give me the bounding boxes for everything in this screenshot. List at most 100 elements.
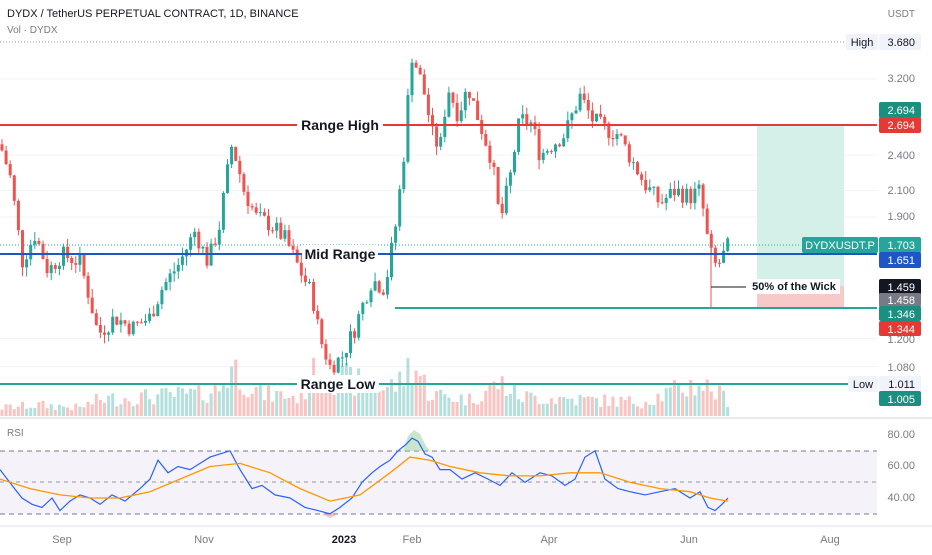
- wick-label-bg: [748, 279, 840, 294]
- volume-bar: [525, 391, 529, 416]
- candle-body: [246, 191, 250, 206]
- candle-body: [508, 172, 512, 186]
- volume-bar: [554, 403, 557, 416]
- volume-bar: [590, 396, 594, 416]
- rsi-line: [0, 437, 729, 515]
- volume-bar: [135, 404, 139, 416]
- high-tag: High: [851, 37, 874, 49]
- rsi-lines: [0, 437, 729, 515]
- volume-bar: [640, 408, 644, 416]
- candle-body: [406, 95, 410, 162]
- candle-body: [86, 275, 90, 298]
- candle-body: [648, 187, 652, 191]
- range-low-label: Range Low: [301, 376, 376, 392]
- high-tag-badge: [846, 34, 878, 50]
- volume-bar: [242, 394, 246, 416]
- wick-low-price: 1.458: [887, 295, 915, 307]
- range-low-badge: [879, 391, 921, 406]
- volume-bar: [217, 391, 221, 416]
- candle-body: [652, 186, 656, 188]
- volume-bar: [275, 391, 279, 416]
- volume-bar: [291, 395, 295, 416]
- price-tick: 2.100: [887, 185, 915, 197]
- wick-low-badge: [879, 293, 921, 307]
- rsi-label: RSI: [7, 428, 24, 439]
- candle-body: [488, 145, 492, 163]
- candle-body: [25, 259, 29, 268]
- volume-bar: [12, 409, 16, 416]
- candle-body: [476, 100, 480, 121]
- candle-body: [164, 282, 168, 290]
- volume-bar: [488, 383, 492, 416]
- target-price: 2.694: [887, 105, 915, 117]
- volume-bar: [570, 398, 574, 416]
- candle-body: [295, 249, 299, 263]
- long-position-target-zone[interactable]: [757, 126, 844, 286]
- volume-bar: [246, 397, 250, 416]
- candle-body: [16, 200, 20, 231]
- volume-bar: [226, 387, 229, 416]
- volume-bar: [517, 399, 521, 416]
- volume-bar: [324, 382, 328, 416]
- candle-body: [29, 244, 33, 260]
- candle-body: [242, 174, 246, 192]
- time-tick: Sep: [52, 534, 72, 546]
- candle-body: [4, 150, 8, 165]
- wick-price: 1.459: [887, 282, 915, 294]
- candle-body: [312, 282, 316, 311]
- candle-body: [595, 113, 598, 122]
- mid-range-label-bg: [302, 245, 378, 263]
- volume-bar: [631, 403, 635, 416]
- candle-body: [664, 197, 668, 203]
- candle-body: [8, 164, 12, 176]
- candle-body: [656, 186, 660, 203]
- volume-bar: [685, 396, 689, 416]
- volume-bar: [504, 396, 508, 416]
- candle-body: [447, 92, 451, 117]
- candle-body: [230, 146, 234, 165]
- volume-bar: [656, 393, 660, 416]
- candle-body: [139, 322, 143, 324]
- volume-bar: [611, 396, 615, 416]
- volume-bar: [443, 394, 447, 416]
- candle-body: [365, 302, 369, 304]
- candle-body: [402, 161, 406, 190]
- volume-bar: [94, 394, 98, 416]
- candle-body: [226, 164, 229, 193]
- candle-body: [726, 238, 730, 251]
- low-value-badge: [879, 376, 921, 392]
- volume-bar: [562, 397, 566, 416]
- volume-bar: [648, 404, 652, 416]
- candle-body: [677, 188, 680, 196]
- volume-bar: [168, 392, 172, 416]
- range-high-badge: [879, 117, 921, 133]
- time-tick: Feb: [403, 534, 422, 546]
- candle-body: [619, 134, 623, 136]
- volume-bar: [258, 384, 262, 416]
- candle-body: [611, 138, 615, 140]
- volume-bar: [303, 399, 307, 416]
- volume-bar: [148, 399, 152, 416]
- candle-body: [660, 202, 664, 204]
- volume-bar: [21, 401, 24, 416]
- volume-bar: [164, 388, 168, 416]
- volume-bar: [619, 396, 623, 416]
- candle-body: [291, 245, 295, 250]
- price-tick: 2.400: [887, 150, 915, 162]
- candle-body: [98, 325, 102, 333]
- candle-body: [258, 212, 262, 214]
- candle-body: [500, 203, 504, 214]
- volume-bar: [103, 402, 106, 416]
- candle-body: [484, 134, 488, 146]
- volume-bar: [697, 385, 701, 416]
- candle-body: [492, 162, 496, 167]
- volume-bar: [599, 406, 603, 416]
- volume-bar: [595, 398, 598, 416]
- volume-bar: [361, 377, 365, 416]
- candle-body: [156, 304, 160, 317]
- volume-bar: [607, 406, 611, 416]
- volume-bar: [472, 403, 475, 416]
- candle-body: [521, 114, 525, 119]
- volume-bar: [500, 376, 504, 416]
